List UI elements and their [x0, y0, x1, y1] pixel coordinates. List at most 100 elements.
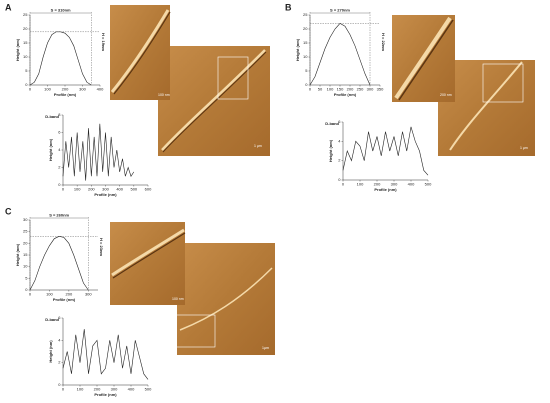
y-axis-label: Height (nm) — [15, 38, 20, 61]
x-tick-label: 400 — [116, 187, 123, 192]
x-axis-label: Profile (nm) — [53, 297, 76, 302]
y-tick-label: 4 — [58, 337, 61, 342]
x-tick-label: 0 — [342, 182, 345, 187]
y-tick-label: 2 — [58, 165, 61, 170]
y-axis-label: Height (nm) — [328, 139, 333, 162]
y-tick-label: 10 — [23, 54, 28, 59]
x-axis-label: Profile (nm) — [334, 92, 357, 97]
data-line — [29, 31, 92, 86]
x-axis-label: Profile (nm) — [94, 192, 117, 197]
y-tick-label: 0 — [58, 182, 61, 187]
y-tick-label: 15 — [23, 252, 28, 257]
annotation: H = 19nm — [101, 33, 106, 51]
y-tick-label: 6 — [338, 119, 341, 124]
y-tick-label: 10 — [303, 54, 308, 59]
x-tick-label: 200 — [347, 87, 354, 92]
y-tick-label: 20 — [303, 26, 308, 31]
x-tick-label: 100 — [357, 182, 364, 187]
y-tick-label: 5 — [25, 275, 28, 280]
x-tick-label: 0 — [29, 87, 32, 92]
panel-label: B — [285, 2, 292, 12]
annotation: D-band — [45, 317, 59, 322]
annotation: H = 23nm — [99, 238, 104, 256]
x-tick-label: 500 — [145, 387, 152, 392]
x-tick-label: 350 — [377, 87, 384, 92]
y-tick-label: 0 — [338, 177, 341, 182]
y-tick-label: 20 — [23, 26, 28, 31]
afm-images-a — [110, 5, 270, 156]
data-line — [62, 123, 135, 181]
annotation: S = 260nm — [49, 213, 69, 218]
y-tick-label: 25 — [23, 229, 28, 234]
y-tick-label: 0 — [58, 382, 61, 387]
x-tick-label: 250 — [357, 87, 364, 92]
y-tick-label: 4 — [58, 147, 61, 152]
y-tick-label: 6 — [58, 315, 61, 320]
afm-images-b — [392, 15, 535, 156]
x-tick-label: 300 — [85, 292, 92, 297]
y-tick-label: 0 — [25, 82, 28, 87]
scale-bar-label: 1 µm — [520, 146, 528, 150]
panel-label: A — [5, 2, 12, 12]
annotation: D-band — [325, 121, 339, 126]
x-tick-label: 100 — [74, 187, 81, 192]
y-tick-label: 15 — [303, 40, 308, 45]
scale-bar-label: 100 nm — [172, 297, 184, 301]
x-tick-label: 600 — [145, 187, 152, 192]
scale-bar-label: 1 µm — [254, 144, 262, 148]
x-tick-label: 0 — [29, 292, 32, 297]
annotation: D-band — [45, 114, 59, 119]
y-tick-label: 0 — [305, 82, 308, 87]
x-tick-label: 150 — [337, 87, 344, 92]
x-tick-label: 0 — [62, 187, 65, 192]
panel-label: C — [5, 206, 12, 216]
y-axis-label: Height (nm) — [295, 38, 300, 61]
x-tick-label: 500 — [130, 187, 137, 192]
x-tick-label: 0 — [309, 87, 312, 92]
x-tick-label: 400 — [408, 182, 415, 187]
x-tick-label: 100 — [327, 87, 334, 92]
scale-bar-label: 200 nm — [440, 93, 452, 97]
y-tick-label: 25 — [303, 12, 308, 17]
afm-images-c — [110, 222, 275, 355]
x-tick-label: 500 — [425, 182, 432, 187]
y-tick-label: 5 — [305, 68, 308, 73]
y-tick-label: 5 — [25, 68, 28, 73]
data-line — [29, 236, 89, 291]
x-tick-label: 200 — [88, 187, 95, 192]
x-tick-label: 50 — [318, 87, 323, 92]
x-tick-label: 200 — [62, 87, 69, 92]
x-tick-label: 100 — [44, 87, 51, 92]
data-line — [62, 329, 149, 380]
scale-bar-label: 100 nm — [158, 93, 170, 97]
x-axis-label: Profile (nm) — [374, 187, 397, 192]
x-tick-label: 300 — [367, 87, 374, 92]
x-tick-label: 400 — [97, 87, 104, 92]
y-tick-label: 20 — [23, 240, 28, 245]
y-tick-label: 4 — [338, 138, 341, 143]
x-tick-label: 200 — [94, 387, 101, 392]
y-axis-label: Height (nm) — [15, 243, 20, 266]
x-tick-label: 300 — [102, 187, 109, 192]
y-tick-label: 15 — [23, 40, 28, 45]
annotation: H = 22nm — [381, 33, 386, 51]
x-tick-label: 100 — [77, 387, 84, 392]
x-tick-label: 400 — [128, 387, 135, 392]
x-axis-label: Profile (nm) — [54, 92, 77, 97]
y-tick-label: 2 — [338, 158, 341, 163]
x-tick-label: 200 — [66, 292, 73, 297]
y-tick-label: 8 — [58, 112, 61, 117]
scale-bar-label: 1µm — [262, 346, 269, 350]
x-tick-label: 300 — [391, 182, 398, 187]
data-line — [342, 126, 429, 176]
y-tick-label: 0 — [25, 287, 28, 292]
annotation: S = 310nm — [51, 8, 71, 13]
x-tick-label: 0 — [62, 387, 65, 392]
x-tick-label: 100 — [46, 292, 53, 297]
x-tick-label: 300 — [111, 387, 118, 392]
data-line — [309, 23, 371, 86]
y-tick-label: 10 — [23, 264, 28, 269]
annotation: S = 270nm — [330, 8, 350, 13]
y-axis-label: Height (nm) — [48, 340, 53, 363]
